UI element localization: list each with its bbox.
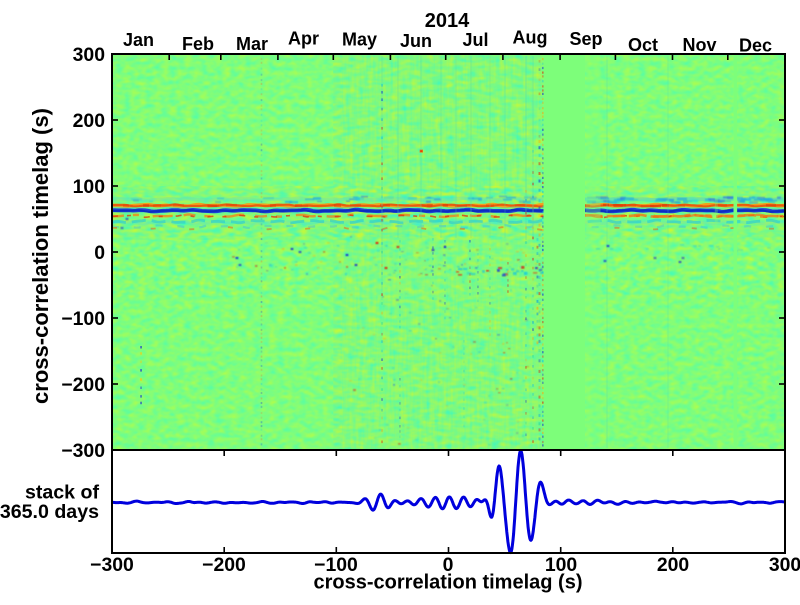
- svg-text:−300: −300: [61, 440, 105, 462]
- svg-text:Jan: Jan: [123, 30, 154, 50]
- svg-text:−100: −100: [61, 308, 105, 330]
- svg-text:−100: −100: [314, 554, 358, 576]
- svg-text:cross-correlation timelag (s): cross-correlation timelag (s): [28, 108, 53, 404]
- svg-text:−200: −200: [61, 374, 105, 396]
- svg-text:Apr: Apr: [288, 29, 319, 49]
- svg-text:300: 300: [73, 44, 105, 66]
- svg-text:0: 0: [94, 242, 105, 264]
- svg-text:Dec: Dec: [739, 36, 772, 56]
- svg-text:Sep: Sep: [569, 29, 602, 49]
- svg-text:2014: 2014: [425, 10, 470, 32]
- svg-text:100: 100: [545, 554, 577, 576]
- svg-text:May: May: [342, 30, 377, 50]
- svg-text:Mar: Mar: [236, 34, 268, 54]
- svg-text:Nov: Nov: [682, 35, 716, 55]
- svg-text:200: 200: [657, 554, 689, 576]
- svg-text:stack of: stack of: [25, 482, 100, 504]
- svg-text:0: 0: [443, 554, 454, 576]
- svg-text:−300: −300: [90, 554, 134, 576]
- svg-text:−200: −200: [202, 554, 246, 576]
- svg-text:Jul: Jul: [462, 30, 488, 50]
- svg-text:200: 200: [73, 110, 105, 132]
- svg-text:Feb: Feb: [182, 34, 214, 54]
- svg-text:Jun: Jun: [400, 31, 432, 51]
- svg-text:Aug: Aug: [513, 28, 548, 48]
- svg-text:cross-correlation timelag (s): cross-correlation timelag (s): [314, 572, 583, 594]
- svg-text:300: 300: [769, 554, 800, 576]
- svg-text:365.0 days: 365.0 days: [0, 501, 99, 523]
- svg-text:100: 100: [73, 176, 105, 198]
- svg-text:Oct: Oct: [628, 35, 658, 55]
